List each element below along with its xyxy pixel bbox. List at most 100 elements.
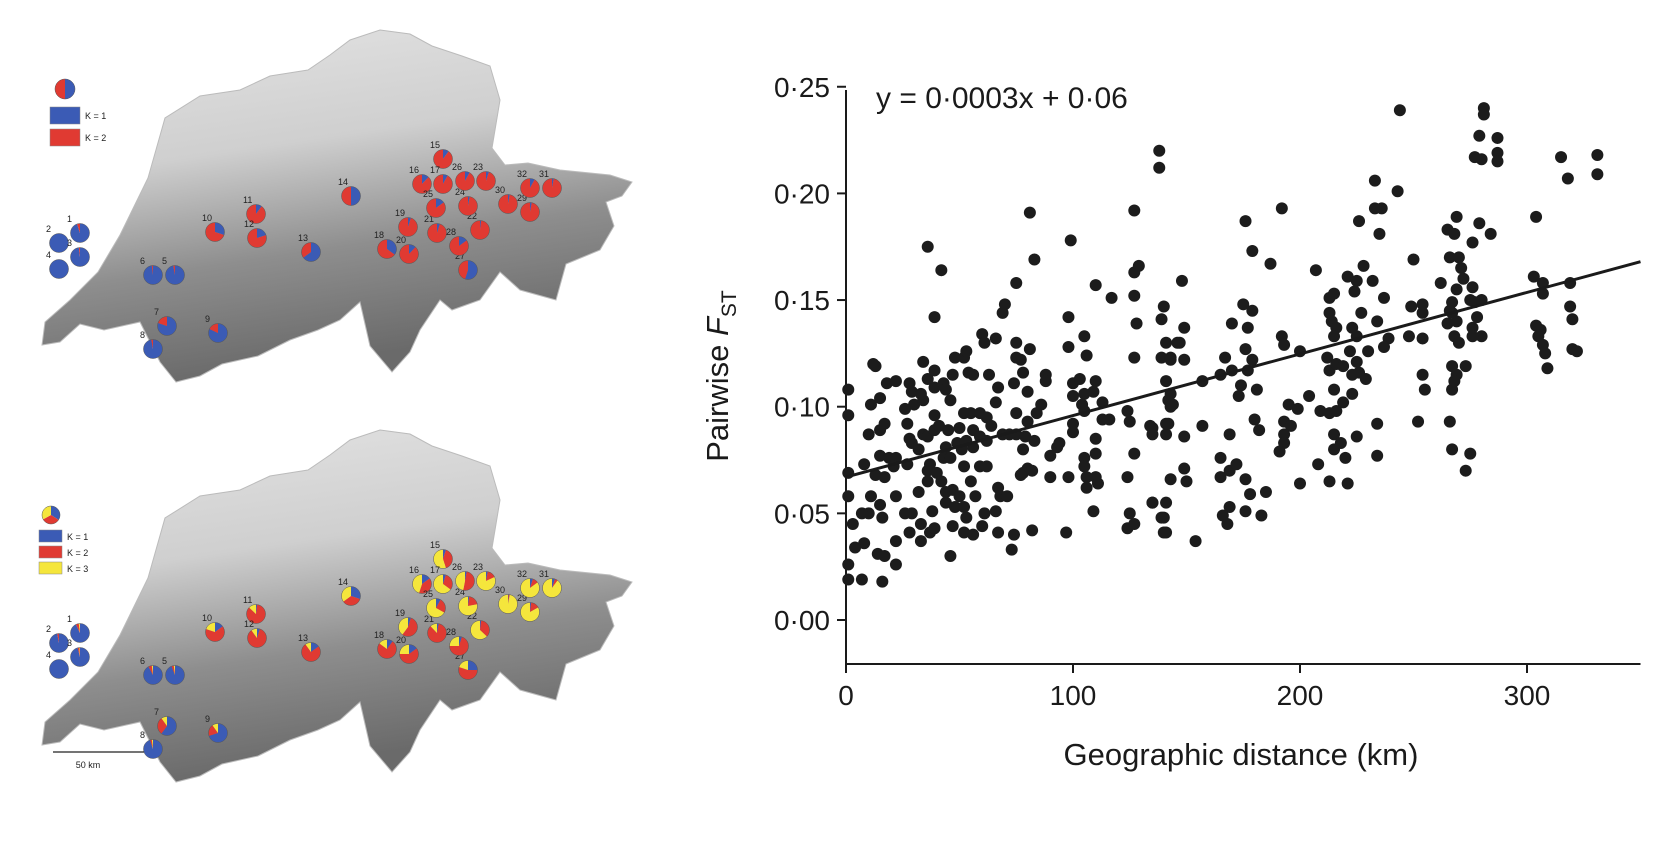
pie-outline: [143, 265, 163, 285]
pie-slice: [398, 617, 409, 635]
scatter-point: [1466, 236, 1479, 249]
population-pie-13: [301, 642, 321, 662]
scatter-point: [944, 550, 957, 563]
scatter-point: [1455, 262, 1468, 275]
scatter-point: [880, 377, 893, 390]
pie-slice: [465, 171, 470, 181]
scatter-point: [1475, 330, 1488, 343]
scatter-point: [1355, 306, 1368, 319]
scatter-point: [928, 522, 941, 535]
pie-slice: [552, 578, 555, 588]
population-pie-14: [341, 186, 361, 206]
pie-slice: [173, 665, 176, 675]
scatter-point: [1321, 351, 1334, 364]
scatter-point: [889, 490, 902, 503]
pie-slice: [430, 623, 438, 633]
scatter-point: [1080, 471, 1093, 484]
scatter-point: [1466, 321, 1479, 334]
pie-slice: [251, 628, 258, 638]
population-label: 19: [395, 608, 405, 618]
scatter-point: [1146, 422, 1159, 435]
scatter-point: [1219, 351, 1232, 364]
scatter-point: [1017, 443, 1030, 456]
pie-slice: [209, 323, 219, 333]
pie-outline: [157, 716, 177, 736]
legend-label: K = 2: [85, 133, 106, 143]
scatter-point: [1123, 507, 1136, 520]
pie-slice: [247, 228, 267, 248]
population-label: 19: [395, 208, 405, 218]
scatter-point: [1239, 343, 1252, 356]
pie-slice: [443, 549, 446, 559]
scatter-point: [1026, 524, 1039, 537]
scatter-point: [903, 526, 916, 539]
scatter-point: [928, 364, 941, 377]
scatter-point: [1028, 434, 1041, 447]
pie-slice: [443, 574, 446, 584]
population-label: 26: [452, 562, 462, 572]
scatter-point: [960, 511, 973, 524]
pie-slice: [151, 265, 154, 275]
population-pie-25: [426, 598, 446, 618]
pie-outline: [205, 222, 225, 242]
scatter-point: [1555, 151, 1568, 164]
scatter-point: [980, 460, 993, 473]
scatter-point: [889, 375, 902, 388]
scatter-point: [1591, 149, 1604, 162]
pie-outline: [377, 639, 397, 659]
pie-slice: [79, 647, 81, 657]
pie-slice: [436, 599, 446, 613]
scatter-points: [842, 102, 1604, 588]
scatter-point: [1416, 368, 1429, 381]
y-axis-title: Pairwise FST: [700, 290, 741, 462]
scatter-point: [867, 358, 880, 371]
scatter-point: [1026, 464, 1039, 477]
population-pie-9: [208, 323, 228, 343]
scatter-point: [964, 475, 977, 488]
population-label: 30: [495, 585, 505, 595]
scatter-point: [1443, 415, 1456, 428]
pie-slice: [422, 574, 430, 584]
pie-slice: [341, 186, 352, 206]
pie-slice: [459, 236, 467, 246]
pie-slice: [433, 549, 446, 569]
pie-slice: [157, 718, 167, 734]
pie-outline: [70, 247, 90, 267]
pie-outline: [165, 665, 185, 685]
population-pie-18: [377, 639, 397, 659]
scatter-point: [1178, 462, 1191, 475]
pie-outline: [476, 571, 496, 591]
x-tick-label: 300: [1504, 680, 1551, 711]
scatter-point: [874, 392, 887, 405]
scatter-point: [1155, 351, 1168, 364]
scatter-point: [935, 475, 948, 488]
population-label: 1: [67, 614, 72, 624]
scatter-point: [1175, 274, 1188, 287]
scatter-point: [1412, 415, 1425, 428]
pie-slice: [398, 217, 418, 237]
scatter-point: [948, 351, 961, 364]
scatter-point: [1157, 300, 1170, 313]
pie-outline: [49, 633, 69, 653]
pie-outline: [455, 171, 475, 191]
scatter-point: [1007, 377, 1020, 390]
pie-outline: [449, 236, 469, 256]
population-label: 28: [446, 627, 456, 637]
pie-slice: [157, 316, 168, 326]
scatter-point: [899, 402, 912, 415]
population-pie-6: [143, 265, 163, 285]
scatter-point: [1005, 543, 1018, 556]
scatter-point: [1010, 276, 1023, 289]
scatter-point: [1368, 174, 1381, 187]
scatter-point: [846, 518, 859, 531]
population-label: 7: [154, 707, 159, 717]
pie-outline: [377, 239, 397, 259]
pie-slice: [205, 222, 225, 242]
pie-slice: [542, 178, 562, 198]
pie-outline: [412, 574, 432, 594]
pie-slice: [205, 626, 225, 642]
scatter-point: [1330, 404, 1343, 417]
pie-slice: [257, 628, 260, 638]
scatter-point: [921, 372, 934, 385]
pie-slice: [351, 586, 361, 599]
